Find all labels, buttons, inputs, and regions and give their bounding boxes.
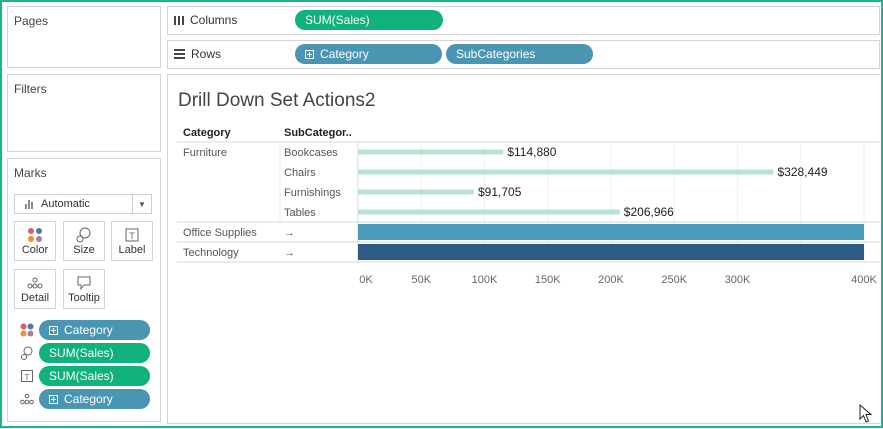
label-button[interactable]: T Label	[111, 221, 153, 261]
mark-type-dropdown[interactable]: Automatic ▼	[14, 194, 152, 214]
marks-size-pill[interactable]: SUM(Sales)	[39, 343, 150, 363]
size-icon	[64, 227, 104, 243]
marks-card-row	[20, 320, 36, 340]
marks-detail-pill[interactable]: Category	[39, 389, 150, 409]
marks-card-row	[20, 343, 34, 363]
tooltip-button-label: Tooltip	[68, 292, 100, 304]
marks-size-pill-label: SUM(Sales)	[49, 346, 114, 360]
chevron-down-icon: ▼	[132, 195, 151, 213]
color-dots-icon	[20, 323, 36, 337]
marks-color-pill[interactable]: Category	[39, 320, 150, 340]
rows-pill-subcategories[interactable]: SubCategories	[446, 44, 593, 64]
color-button-label: Color	[21, 244, 49, 256]
columns-pill[interactable]: SUM(Sales)	[295, 10, 443, 30]
size-icon	[20, 346, 34, 360]
marks-title: Marks	[14, 166, 47, 180]
view-panel	[167, 74, 880, 424]
marks-card-row	[20, 389, 34, 409]
color-dots-icon	[15, 227, 55, 243]
svg-text:T: T	[25, 373, 30, 382]
size-button-label: Size	[73, 244, 95, 256]
detail-icon	[20, 392, 34, 406]
pages-title: Pages	[14, 14, 49, 28]
rows-pill-category[interactable]: Category	[295, 44, 442, 64]
expand-icon	[305, 49, 314, 59]
filters-title: Filters	[14, 82, 47, 96]
rows-shelf-label: Rows	[174, 45, 221, 63]
label-icon: T	[20, 369, 34, 383]
columns-pill-label: SUM(Sales)	[305, 13, 370, 27]
bar-mark-icon	[25, 199, 33, 209]
filters-shelf[interactable]: Filters	[7, 74, 161, 152]
header-category: Category	[183, 127, 231, 139]
tooltip-button[interactable]: Tooltip	[63, 269, 105, 309]
marks-label-pill-label: SUM(Sales)	[49, 369, 114, 383]
marks-color-pill-label: Category	[64, 323, 113, 337]
mouse-cursor-icon	[859, 403, 873, 424]
columns-shelf[interactable]	[167, 6, 880, 35]
columns-label-text: Columns	[190, 13, 238, 27]
rows-pill-subcategories-label: SubCategories	[456, 47, 536, 61]
detail-button-label: Detail	[20, 292, 50, 304]
detail-button[interactable]: Detail	[14, 269, 56, 309]
marks-card-row: T	[20, 366, 34, 386]
columns-icon	[174, 15, 184, 25]
tooltip-icon	[64, 275, 104, 291]
rows-icon	[174, 49, 185, 59]
marks-label-pill[interactable]: SUM(Sales)	[39, 366, 150, 386]
marks-detail-pill-label: Category	[64, 392, 113, 406]
expand-icon	[49, 394, 58, 404]
size-button[interactable]: Size	[63, 221, 105, 261]
detail-icon	[15, 275, 55, 291]
expand-icon	[49, 325, 58, 335]
svg-text:T: T	[129, 231, 135, 241]
columns-shelf-label: Columns	[174, 11, 237, 29]
header-subcategory: SubCategor..	[284, 127, 352, 139]
view-title: Drill Down Set Actions2	[178, 90, 376, 111]
color-button[interactable]: Color	[14, 221, 56, 261]
rows-pill-category-label: Category	[320, 47, 369, 61]
pages-shelf[interactable]: Pages	[7, 6, 161, 68]
label-button-label: Label	[118, 244, 146, 256]
mark-type-value: Automatic	[41, 198, 90, 210]
label-icon: T	[112, 227, 152, 243]
rows-label-text: Rows	[191, 47, 222, 61]
